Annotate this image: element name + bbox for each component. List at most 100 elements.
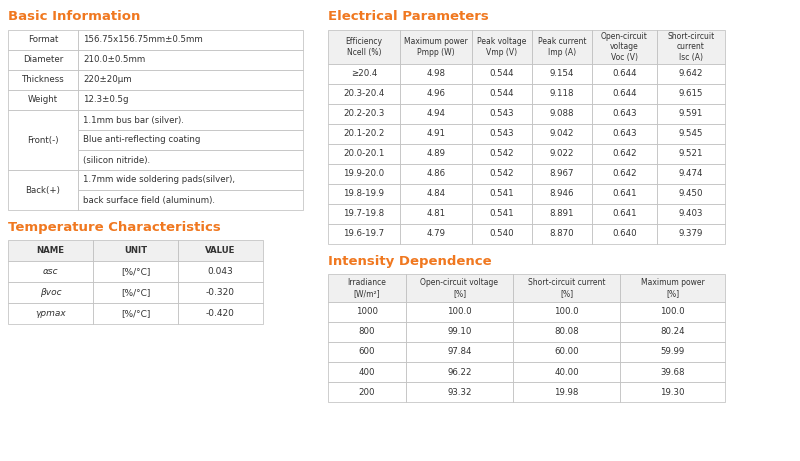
Text: 9.118: 9.118 [550, 89, 574, 99]
Text: Diameter: Diameter [23, 55, 63, 65]
Text: 9.642: 9.642 [678, 70, 703, 78]
Bar [328, 84, 400, 104]
Bar [78, 50, 303, 70]
Bar [592, 104, 657, 124]
Text: NAME: NAME [37, 246, 65, 255]
Bar [592, 30, 657, 64]
Text: Efficiency
Ncell (%): Efficiency Ncell (%) [346, 37, 382, 57]
Text: UNIT: UNIT [124, 246, 147, 255]
Text: 97.84: 97.84 [447, 348, 472, 356]
Text: Front(-): Front(-) [27, 136, 58, 144]
Text: 0.640: 0.640 [612, 230, 637, 238]
Text: 1.7mm wide soldering pads(silver),: 1.7mm wide soldering pads(silver), [83, 176, 235, 184]
Bar [78, 130, 303, 150]
Bar [78, 150, 303, 170]
Text: 210.0±0.5mm: 210.0±0.5mm [83, 55, 146, 65]
Text: Intensity Dependence: Intensity Dependence [328, 254, 492, 267]
Bar [592, 124, 657, 144]
Bar [328, 362, 406, 382]
Text: VALUE: VALUE [206, 246, 236, 255]
Text: 4.81: 4.81 [426, 209, 446, 219]
Bar [400, 104, 472, 124]
Bar [657, 164, 725, 184]
Bar [178, 303, 263, 324]
Bar [592, 204, 657, 224]
Bar [328, 204, 400, 224]
Text: ≥20.4: ≥20.4 [351, 70, 377, 78]
Text: -0.420: -0.420 [206, 309, 235, 318]
Text: 9.022: 9.022 [550, 149, 574, 159]
Bar [592, 64, 657, 84]
Bar [620, 322, 725, 342]
Bar [8, 70, 78, 90]
Bar [8, 303, 93, 324]
Bar [472, 184, 532, 204]
Text: 0.643: 0.643 [612, 130, 637, 138]
Bar [592, 144, 657, 164]
Text: 99.10: 99.10 [447, 327, 472, 337]
Bar [400, 84, 472, 104]
Bar [657, 64, 725, 84]
Bar [532, 184, 592, 204]
Bar [472, 204, 532, 224]
Bar [8, 261, 93, 282]
Text: γpmax: γpmax [35, 309, 66, 318]
Text: 60.00: 60.00 [554, 348, 579, 356]
Text: 0.542: 0.542 [490, 149, 514, 159]
Bar [657, 184, 725, 204]
Bar [657, 204, 725, 224]
Text: 800: 800 [358, 327, 375, 337]
Bar [328, 144, 400, 164]
Bar [620, 342, 725, 362]
Bar [400, 124, 472, 144]
Text: 0.544: 0.544 [490, 70, 514, 78]
Bar [93, 303, 178, 324]
Bar [592, 84, 657, 104]
Text: 4.94: 4.94 [426, 110, 446, 118]
Bar [532, 164, 592, 184]
Bar [93, 282, 178, 303]
Text: [%/°C]: [%/°C] [121, 288, 150, 297]
Bar [657, 124, 725, 144]
Text: 19.9-20.0: 19.9-20.0 [343, 170, 385, 178]
Bar [8, 240, 93, 261]
Bar [328, 342, 406, 362]
Text: 0.644: 0.644 [612, 70, 637, 78]
Bar [532, 124, 592, 144]
Text: 9.403: 9.403 [678, 209, 703, 219]
Text: Peak current
Imp (A): Peak current Imp (A) [538, 37, 586, 57]
Text: (silicon nitride).: (silicon nitride). [83, 155, 150, 165]
Text: 9.088: 9.088 [550, 110, 574, 118]
Text: 80.08: 80.08 [554, 327, 579, 337]
Text: 19.8-19.9: 19.8-19.9 [343, 189, 385, 199]
Text: 9.545: 9.545 [678, 130, 703, 138]
Bar [532, 84, 592, 104]
Bar [328, 104, 400, 124]
Bar [400, 164, 472, 184]
Text: Electrical Parameters: Electrical Parameters [328, 11, 489, 24]
Text: 96.22: 96.22 [447, 367, 472, 377]
Text: 600: 600 [358, 348, 375, 356]
Text: 0.641: 0.641 [612, 189, 637, 199]
Bar [472, 84, 532, 104]
Text: 0.043: 0.043 [208, 267, 234, 276]
Text: 80.24: 80.24 [660, 327, 685, 337]
Bar [472, 124, 532, 144]
Text: 400: 400 [358, 367, 375, 377]
Text: 4.86: 4.86 [426, 170, 446, 178]
Bar [513, 342, 620, 362]
Bar [620, 362, 725, 382]
Bar [93, 261, 178, 282]
Text: 0.544: 0.544 [490, 89, 514, 99]
Bar [513, 302, 620, 322]
Text: -0.320: -0.320 [206, 288, 235, 297]
Text: [%/°C]: [%/°C] [121, 309, 150, 318]
Text: Short-circuit current
[%]: Short-circuit current [%] [528, 278, 606, 298]
Text: 12.3±0.5g: 12.3±0.5g [83, 95, 129, 105]
Text: 0.543: 0.543 [490, 110, 514, 118]
Text: 0.543: 0.543 [490, 130, 514, 138]
Bar [657, 144, 725, 164]
Text: αsc: αsc [42, 267, 58, 276]
Bar [657, 224, 725, 244]
Bar [657, 30, 725, 64]
